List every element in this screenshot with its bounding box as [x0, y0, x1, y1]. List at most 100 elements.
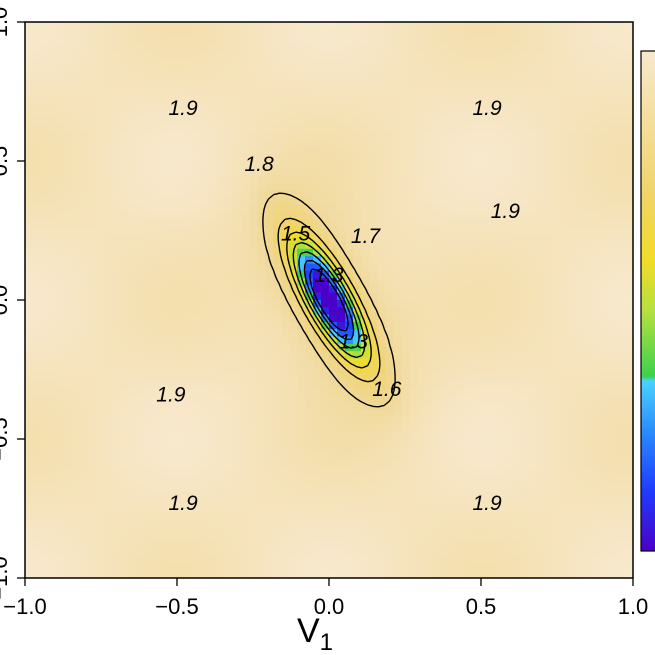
- heatmap-cell: [169, 285, 178, 294]
- heatmap-cell: [497, 241, 506, 250]
- heatmap-cell: [521, 519, 530, 528]
- heatmap-cell: [57, 365, 66, 374]
- heatmap-cell: [393, 146, 402, 155]
- heatmap-cell: [289, 43, 298, 52]
- heatmap-cell: [433, 80, 442, 89]
- heatmap-cell: [25, 512, 34, 521]
- heatmap-cell: [505, 117, 514, 126]
- heatmap-cell: [401, 234, 410, 243]
- heatmap-cell: [401, 468, 410, 477]
- heatmap-cell: [273, 263, 282, 272]
- heatmap-cell: [281, 102, 290, 111]
- heatmap-cell: [225, 336, 234, 345]
- heatmap-cell: [137, 417, 146, 425]
- heatmap-cell: [353, 234, 362, 243]
- heatmap-cell: [401, 482, 410, 491]
- heatmap-cell: [57, 292, 66, 301]
- heatmap-cell: [377, 87, 386, 96]
- heatmap-cell: [473, 175, 482, 184]
- heatmap-cell: [49, 490, 58, 499]
- heatmap-cell: [281, 475, 290, 484]
- heatmap-cell: [313, 468, 322, 477]
- heatmap-cell: [529, 131, 538, 140]
- heatmap-cell: [41, 343, 50, 352]
- heatmap-cell: [41, 190, 50, 199]
- heatmap-cell: [465, 87, 474, 96]
- heatmap-cell: [33, 570, 42, 578]
- heatmap-cell: [305, 497, 314, 506]
- heatmap-cell: [217, 417, 226, 425]
- heatmap-cell: [137, 373, 146, 382]
- heatmap-cell: [353, 102, 362, 111]
- heatmap-cell: [393, 314, 402, 323]
- heatmap-cell: [505, 182, 514, 191]
- heatmap-cell: [473, 73, 482, 82]
- heatmap-cell: [289, 439, 298, 447]
- heatmap-cell: [265, 468, 274, 477]
- heatmap-cell: [489, 519, 498, 528]
- heatmap-cell: [169, 380, 178, 389]
- heatmap-cell: [289, 417, 298, 425]
- heatmap-cell: [329, 380, 338, 389]
- heatmap-cell: [497, 212, 506, 221]
- heatmap-cell: [513, 329, 522, 338]
- heatmap-cell: [385, 175, 394, 184]
- heatmap-cell: [537, 497, 546, 506]
- heatmap-cell: [225, 417, 234, 425]
- heatmap-cell: [25, 65, 34, 74]
- heatmap-cell: [457, 212, 466, 221]
- heatmap-cell: [393, 497, 402, 506]
- heatmap-cell: [121, 131, 130, 140]
- heatmap-cell: [369, 380, 378, 389]
- heatmap-cell: [249, 131, 258, 140]
- heatmap-cell: [361, 131, 370, 140]
- heatmap-cell: [457, 329, 466, 338]
- heatmap-cell: [353, 402, 362, 411]
- heatmap-cell: [73, 58, 82, 67]
- heatmap-cell: [361, 329, 370, 338]
- heatmap-cell: [345, 161, 354, 169]
- heatmap-cell: [353, 153, 362, 162]
- heatmap-cell: [353, 380, 362, 389]
- heatmap-cell: [305, 380, 314, 389]
- heatmap-cell: [89, 351, 98, 360]
- heatmap-cell: [49, 548, 58, 557]
- heatmap-cell: [33, 153, 42, 162]
- heatmap-cell: [281, 409, 290, 418]
- heatmap-cell: [529, 212, 538, 221]
- heatmap-cell: [417, 219, 426, 228]
- heatmap-cell: [377, 285, 386, 294]
- heatmap-cell: [225, 58, 234, 67]
- heatmap-cell: [241, 300, 250, 308]
- heatmap-cell: [385, 402, 394, 411]
- heatmap-cell: [73, 285, 82, 294]
- heatmap-cell: [417, 270, 426, 279]
- heatmap-cell: [25, 226, 34, 235]
- heatmap-cell: [537, 219, 546, 228]
- heatmap-cell: [201, 65, 210, 74]
- heatmap-cell: [441, 153, 450, 162]
- heatmap-cell: [457, 365, 466, 374]
- heatmap-cell: [145, 460, 154, 469]
- heatmap-cell: [409, 329, 418, 338]
- heatmap-cell: [433, 497, 442, 506]
- heatmap-cell: [417, 124, 426, 133]
- heatmap-cell: [217, 146, 226, 155]
- heatmap-cell: [369, 204, 378, 213]
- heatmap-cell: [305, 314, 314, 323]
- heatmap-cell: [433, 336, 442, 345]
- heatmap-cell: [361, 161, 370, 169]
- heatmap-cell: [377, 124, 386, 133]
- heatmap-cell: [193, 190, 202, 199]
- heatmap-cell: [57, 190, 66, 199]
- heatmap-cell: [177, 482, 186, 491]
- heatmap-cell: [377, 51, 386, 60]
- heatmap-cell: [313, 292, 322, 301]
- heatmap-cell: [481, 504, 490, 513]
- heatmap-cell: [481, 256, 490, 265]
- heatmap-cell: [369, 387, 378, 396]
- heatmap-cell: [377, 387, 386, 396]
- heatmap-cell: [65, 497, 74, 506]
- heatmap-cell: [201, 197, 210, 206]
- heatmap-cell: [537, 95, 546, 104]
